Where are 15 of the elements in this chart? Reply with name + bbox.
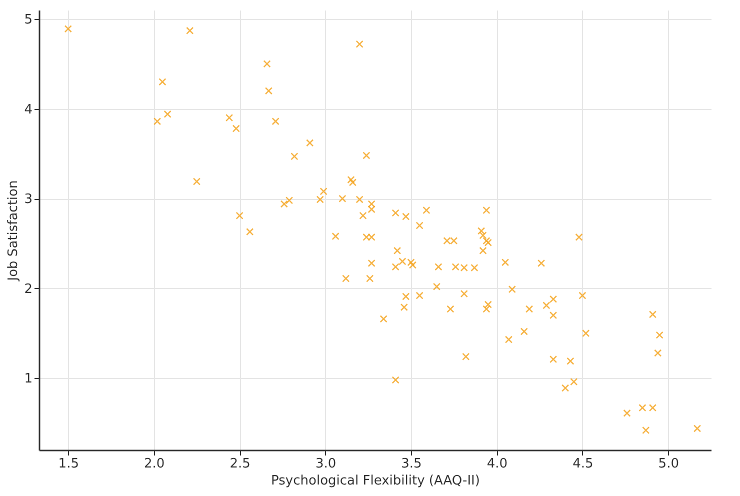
y-tick-label: 2 [24,282,32,297]
y-axis-title: Job Satisfaction [6,180,22,282]
x-tick-label: 5.0 [658,456,679,472]
x-tick-label: 3.0 [315,456,336,472]
y-tick-label: 1 [24,372,32,387]
y-tick-label: 3 [24,192,32,208]
x-tick-label: 2.0 [144,456,165,472]
x-tick-label: 4.0 [486,456,508,472]
x-tick-label: 1.5 [58,456,79,472]
x-axis-title: Psychological Flexibility (AAQ-II) [271,474,480,488]
x-tick-label: 3.5 [401,456,422,472]
y-tick-label: 5 [24,12,32,28]
y-tick-label: 4 [24,102,32,118]
x-tick-label: 4.5 [572,456,594,472]
x-tick-label: 2.5 [230,456,250,472]
